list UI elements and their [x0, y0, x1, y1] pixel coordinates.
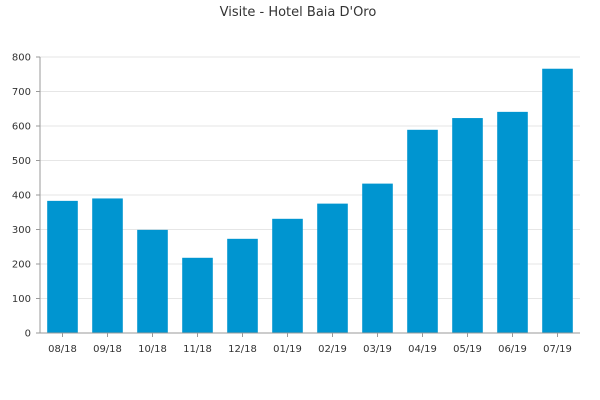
x-tick-label: 04/19: [408, 344, 437, 355]
y-axis-ticks: 0 100 200 300 400 500 600 700 800: [12, 53, 40, 340]
x-axis-ticks: 08/18 09/18 10/18 11/18 12/18 01/19 02/19 03/19…: [48, 333, 572, 355]
gridlines: [40, 56, 580, 299]
y-tick-label: 400: [12, 191, 31, 202]
x-tick-label: 06/19: [498, 344, 527, 355]
x-tick-label: 09/18: [93, 344, 122, 355]
bar-01-19: [272, 218, 303, 333]
x-tick-label: 11/18: [183, 344, 212, 355]
y-tick-label: 200: [12, 260, 31, 271]
bar-10-18: [137, 229, 168, 333]
y-tick-label: 100: [12, 294, 31, 305]
bar-08-18: [47, 200, 78, 333]
y-tick-label: 500: [12, 156, 31, 167]
bar-06-19: [497, 111, 528, 333]
bar-12-18: [227, 238, 258, 333]
y-tick-label: 0: [25, 329, 31, 340]
x-tick-label: 08/18: [48, 344, 77, 355]
x-tick-label: 12/18: [228, 344, 257, 355]
bars: [47, 68, 573, 333]
y-tick-label: 300: [12, 225, 31, 236]
x-tick-label: 10/18: [138, 344, 167, 355]
y-tick-label: 800: [12, 53, 31, 64]
chart-title: Visite - Hotel Baia D'Oro: [220, 5, 377, 20]
x-tick-label: 02/19: [318, 344, 347, 355]
bar-04-19: [407, 129, 438, 333]
x-tick-label: 01/19: [273, 344, 302, 355]
bar-11-18: [182, 257, 213, 333]
x-tick-label: 05/19: [453, 344, 482, 355]
bar-09-18: [92, 198, 123, 333]
bar-07-19: [542, 68, 573, 333]
x-tick-label: 07/19: [543, 344, 572, 355]
y-tick-label: 700: [12, 87, 31, 98]
bar-02-19: [317, 203, 348, 333]
bar-05-19: [452, 118, 483, 333]
x-tick-label: 03/19: [363, 344, 392, 355]
y-tick-label: 600: [12, 122, 31, 133]
bar-03-19: [362, 183, 393, 333]
